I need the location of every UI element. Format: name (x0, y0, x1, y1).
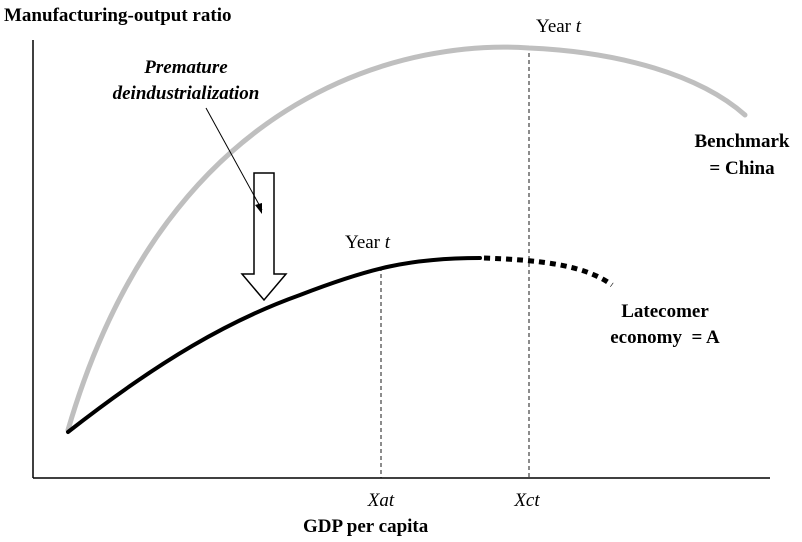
benchmark-label-line2: = China (709, 158, 775, 179)
gap-down-arrow-icon (240, 172, 288, 302)
latecomer-label-line2: economy = A (610, 327, 720, 348)
latecomer-label-line1: Latecomer (621, 301, 709, 322)
benchmark-curve (65, 44, 748, 433)
benchmark-label-line1: Benchmark (695, 131, 790, 152)
annotation-line2: deindustrialization (113, 83, 260, 104)
latecomer-curve (66, 256, 482, 434)
annotation-pointer-line (205, 107, 263, 211)
annotation-pointer-head-icon (255, 203, 262, 214)
xct-tick-label: Xct (513, 490, 540, 511)
y-axis-title: Manufacturing-output ratio (4, 5, 231, 26)
annotation-line1: Premature (143, 57, 228, 78)
latecomer-year-label: Year t (345, 232, 391, 253)
benchmark-year-label: Year t (536, 16, 582, 37)
latecomer-projection-curve (483, 255, 614, 288)
xat-tick-label: Xat (367, 490, 395, 511)
x-axis-title: GDP per capita (303, 516, 429, 537)
